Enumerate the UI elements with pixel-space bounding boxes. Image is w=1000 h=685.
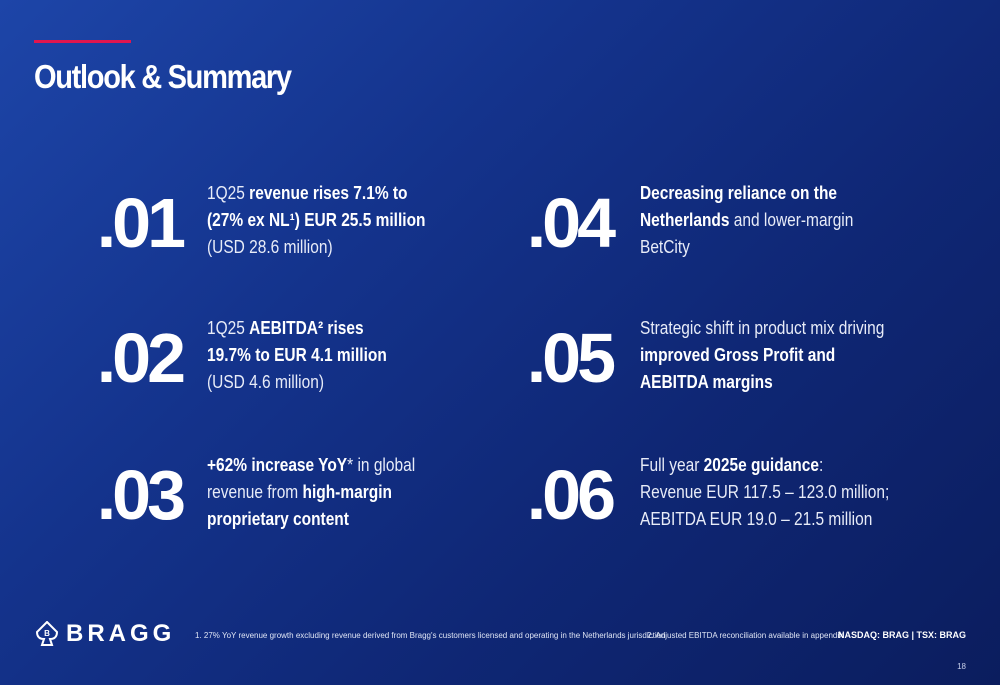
accent-bar <box>34 40 131 43</box>
logo: B BRAGG <box>36 620 175 648</box>
item-number: .05 <box>526 319 616 397</box>
text-run: and lower-margin <box>729 210 854 230</box>
footnote: 1. 27% YoY revenue growth excluding reve… <box>195 631 666 640</box>
item-number: .04 <box>526 184 616 262</box>
item-text: 1Q25 AEBITDA² rises 19.7% to EUR 4.1 mill… <box>207 315 387 396</box>
text-line: Strategic shift in product mix driving <box>640 315 884 342</box>
text-run: (27% ex NL¹) EUR 25.5 million <box>207 210 426 230</box>
text-run: 1Q25 <box>207 318 250 338</box>
text-run: AEBITDA² rises <box>249 318 364 338</box>
item-text: Strategic shift in product mix driving im… <box>640 315 884 396</box>
item-text: +62% increase YoY* in global revenue from… <box>207 452 415 533</box>
text-run: BetCity <box>640 237 690 257</box>
text-run: 19.7% to EUR 4.1 million <box>207 345 387 365</box>
text-run: +62% increase YoY <box>207 455 348 475</box>
text-line: Full year 2025e guidance: <box>640 452 889 479</box>
text-run: AEBITDA EUR 19.0 – 21.5 million <box>640 509 873 529</box>
item-text: Decreasing reliance on the Netherlands an… <box>640 180 853 261</box>
footnote: 2. Adjusted EBITDA reconciliation availa… <box>647 631 844 640</box>
text-line: (USD 4.6 million) <box>207 369 387 396</box>
text-run: improved Gross Profit and <box>640 345 836 365</box>
text-run: high-margin <box>302 482 392 502</box>
item-text: Full year 2025e guidance: Revenue EUR 117… <box>640 452 889 533</box>
text-line: BetCity <box>640 234 853 261</box>
item-text: 1Q25 revenue rises 7.1% to (27% ex NL¹) E… <box>207 180 426 261</box>
text-line: 1Q25 AEBITDA² rises <box>207 315 387 342</box>
text-line: (27% ex NL¹) EUR 25.5 million <box>207 207 426 234</box>
text-line: revenue from high-margin <box>207 479 415 506</box>
text-run: (USD 28.6 million) <box>207 237 333 257</box>
item-number: .06 <box>526 456 616 534</box>
text-run: : <box>818 455 824 475</box>
text-line: Revenue EUR 117.5 – 123.0 million; <box>640 479 889 506</box>
text-run: proprietary content <box>207 509 349 529</box>
svg-text:B: B <box>44 629 50 638</box>
text-run: revenue rises 7.1% to <box>249 183 408 203</box>
text-line: (USD 28.6 million) <box>207 234 426 261</box>
text-run: (USD 4.6 million) <box>207 372 324 392</box>
text-run: 1Q25 <box>207 183 250 203</box>
text-line: AEBITDA EUR 19.0 – 21.5 million <box>640 506 889 533</box>
logo-icon: B <box>36 621 58 646</box>
text-run: * in global <box>347 455 416 475</box>
text-run: Decreasing reliance on the <box>640 183 838 203</box>
ticker: NASDAQ: BRAG | TSX: BRAG <box>837 630 966 640</box>
text-line: 1Q25 revenue rises 7.1% to <box>207 180 426 207</box>
text-run: AEBITDA margins <box>640 372 773 392</box>
text-line: +62% increase YoY* in global <box>207 452 415 479</box>
item-number: .01 <box>96 184 186 262</box>
title: Outlook & Summary <box>34 58 292 95</box>
text-run: 2025e guidance <box>703 455 819 475</box>
text-run: revenue from <box>207 482 303 502</box>
page-number: 18 <box>957 662 966 671</box>
item-number: .03 <box>96 456 186 534</box>
text-line: Netherlands and lower-margin <box>640 207 853 234</box>
logo-text: BRAGG <box>66 620 176 647</box>
text-run: Strategic shift in product mix driving <box>640 318 885 338</box>
item-number: .02 <box>96 319 186 397</box>
text-line: AEBITDA margins <box>640 369 884 396</box>
text-run: Full year <box>640 455 704 475</box>
text-line: Decreasing reliance on the <box>640 180 853 207</box>
text-line: proprietary content <box>207 506 415 533</box>
text-run: Netherlands <box>640 210 730 230</box>
text-line: 19.7% to EUR 4.1 million <box>207 342 387 369</box>
text-line: improved Gross Profit and <box>640 342 884 369</box>
text-run: Revenue EUR 117.5 – 123.0 million; <box>640 482 890 502</box>
